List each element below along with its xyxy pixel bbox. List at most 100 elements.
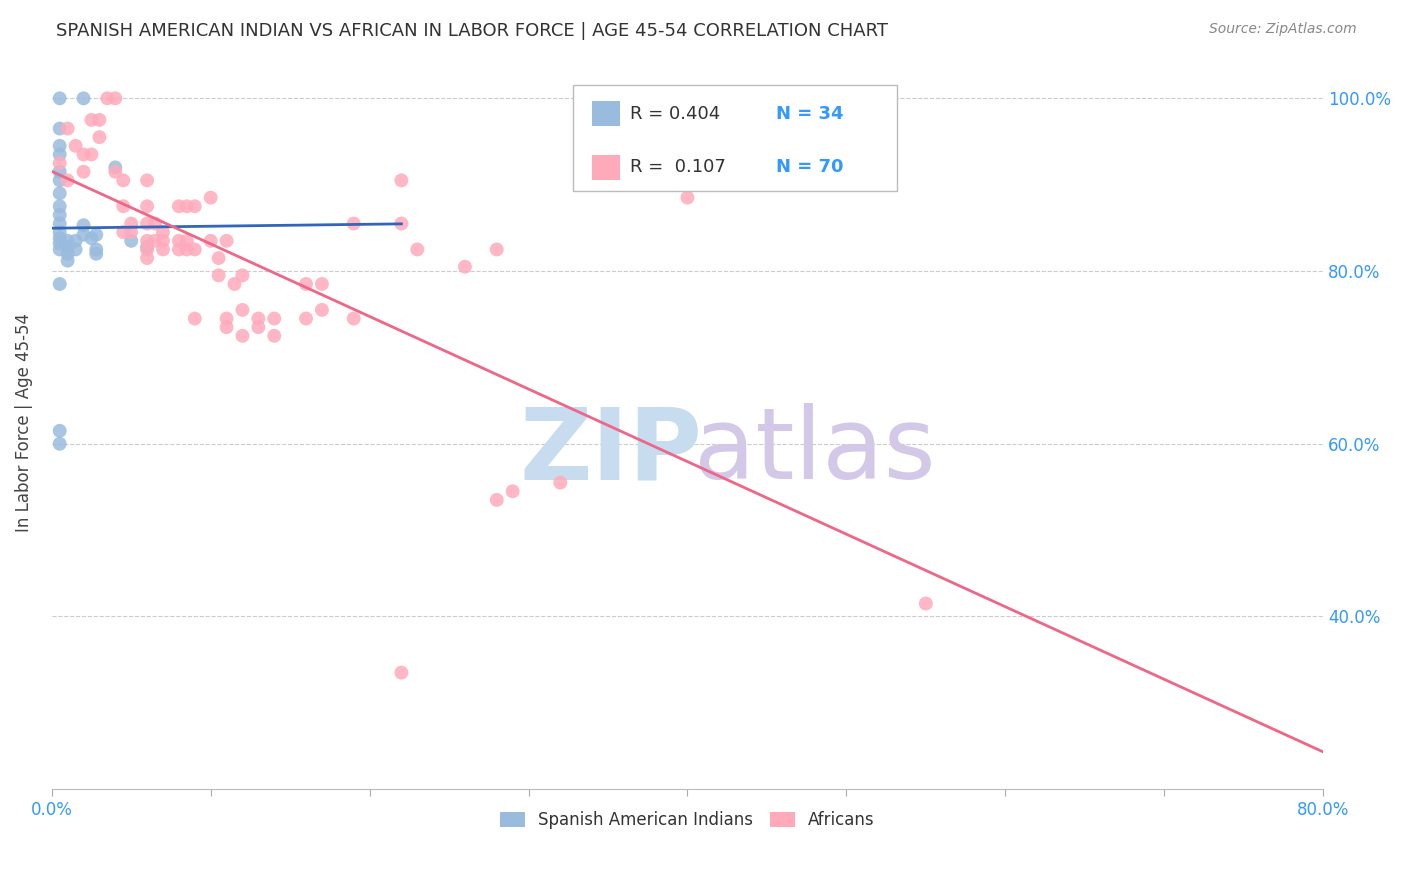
Point (167, 243, 190, 257)
Point (502, 484, 524, 499)
Point (104, 91, 127, 105)
FancyBboxPatch shape (574, 85, 897, 191)
Point (295, 311, 318, 326)
Point (84, 243, 107, 257)
Point (343, 311, 366, 326)
Point (184, 311, 207, 326)
Point (247, 320, 270, 334)
Point (48, 231, 70, 245)
Y-axis label: In Labor Force | Age 45-54: In Labor Force | Age 45-54 (15, 313, 32, 532)
Point (84, 246, 107, 260)
Point (89, 130, 111, 145)
Point (143, 217, 166, 231)
Point (72, 165, 94, 179)
Point (389, 665, 412, 680)
Point (48, 243, 70, 257)
Point (48, 147, 70, 161)
Point (231, 302, 253, 317)
Point (136, 243, 159, 257)
Point (136, 234, 159, 248)
Point (485, 492, 508, 507)
Legend: Spanish American Indians, Africans: Spanish American Indians, Africans (494, 805, 882, 836)
Text: SPANISH AMERICAN INDIAN VS AFRICAN IN LABOR FORCE | AGE 45-54 CORRELATION CHART: SPANISH AMERICAN INDIAN VS AFRICAN IN LA… (56, 22, 889, 40)
Point (263, 311, 285, 326)
Point (48, 121, 70, 136)
Point (56, 253, 79, 268)
Text: R = 0.404: R = 0.404 (630, 105, 720, 123)
Point (143, 234, 166, 248)
Point (65, 234, 87, 248)
Point (80, 231, 103, 245)
Point (136, 173, 159, 187)
Point (72, 219, 94, 233)
Point (72, 147, 94, 161)
Point (112, 199, 135, 213)
Point (343, 217, 366, 231)
Point (120, 217, 142, 231)
Point (311, 277, 333, 291)
Point (247, 311, 270, 326)
Point (48, 138, 70, 153)
Point (389, 173, 412, 187)
Point (80, 147, 103, 161)
Point (224, 277, 246, 291)
Point (152, 243, 174, 257)
Point (136, 240, 159, 254)
Point (550, 475, 572, 490)
Point (914, 597, 936, 611)
Point (48, 208, 70, 222)
Point (176, 199, 198, 213)
Point (48, 199, 70, 213)
Point (56, 121, 79, 136)
Point (184, 199, 207, 213)
Point (48, 437, 70, 451)
Point (48, 277, 70, 291)
Point (215, 320, 238, 334)
Point (167, 199, 190, 213)
Point (406, 243, 429, 257)
Point (56, 246, 79, 260)
Text: ZIP: ZIP (520, 403, 703, 500)
Text: R =  0.107: R = 0.107 (630, 159, 725, 177)
Point (84, 227, 107, 242)
Point (96, 91, 118, 105)
Point (48, 225, 70, 239)
Point (184, 243, 207, 257)
Text: atlas: atlas (693, 403, 935, 500)
Point (48, 217, 70, 231)
Point (231, 328, 253, 343)
Text: N = 34: N = 34 (776, 105, 844, 123)
Point (454, 260, 477, 274)
Point (48, 91, 70, 105)
Point (200, 234, 222, 248)
Bar (592, 102, 620, 127)
Point (207, 251, 229, 265)
Point (120, 225, 142, 239)
Point (167, 234, 190, 248)
Point (295, 277, 318, 291)
Point (311, 302, 333, 317)
Point (676, 191, 699, 205)
Point (48, 424, 70, 438)
Point (80, 112, 103, 127)
Point (56, 240, 79, 254)
Point (389, 217, 412, 231)
Point (112, 173, 135, 187)
Point (176, 243, 198, 257)
Point (152, 225, 174, 239)
Point (136, 199, 159, 213)
Point (120, 234, 142, 248)
Point (72, 227, 94, 242)
Point (48, 156, 70, 170)
Point (72, 91, 94, 105)
Point (263, 328, 285, 343)
Point (231, 268, 253, 283)
Point (215, 311, 238, 326)
Point (56, 173, 79, 187)
Point (104, 165, 127, 179)
Point (48, 236, 70, 251)
Bar (592, 155, 620, 180)
Point (56, 234, 79, 248)
Point (136, 251, 159, 265)
Text: Source: ZipAtlas.com: Source: ZipAtlas.com (1209, 22, 1357, 37)
